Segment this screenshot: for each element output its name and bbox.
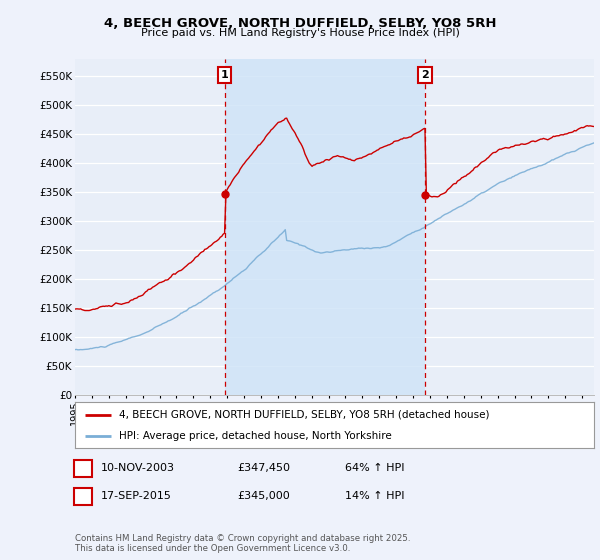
Text: 64% ↑ HPI: 64% ↑ HPI bbox=[345, 463, 404, 473]
Text: 1: 1 bbox=[79, 463, 87, 473]
Text: 4, BEECH GROVE, NORTH DUFFIELD, SELBY, YO8 5RH: 4, BEECH GROVE, NORTH DUFFIELD, SELBY, Y… bbox=[104, 17, 496, 30]
Text: 1: 1 bbox=[221, 70, 229, 80]
Text: HPI: Average price, detached house, North Yorkshire: HPI: Average price, detached house, Nort… bbox=[119, 431, 392, 441]
Text: Price paid vs. HM Land Registry's House Price Index (HPI): Price paid vs. HM Land Registry's House … bbox=[140, 28, 460, 38]
Text: 10-NOV-2003: 10-NOV-2003 bbox=[101, 463, 175, 473]
Text: Contains HM Land Registry data © Crown copyright and database right 2025.
This d: Contains HM Land Registry data © Crown c… bbox=[75, 534, 410, 553]
Text: 4, BEECH GROVE, NORTH DUFFIELD, SELBY, YO8 5RH (detached house): 4, BEECH GROVE, NORTH DUFFIELD, SELBY, Y… bbox=[119, 410, 490, 420]
Text: 2: 2 bbox=[79, 491, 87, 501]
Text: 17-SEP-2015: 17-SEP-2015 bbox=[101, 491, 172, 501]
Text: £345,000: £345,000 bbox=[237, 491, 290, 501]
Bar bbox=[225, 59, 425, 395]
Text: 14% ↑ HPI: 14% ↑ HPI bbox=[345, 491, 404, 501]
Text: 2: 2 bbox=[421, 70, 429, 80]
Text: £347,450: £347,450 bbox=[237, 463, 290, 473]
